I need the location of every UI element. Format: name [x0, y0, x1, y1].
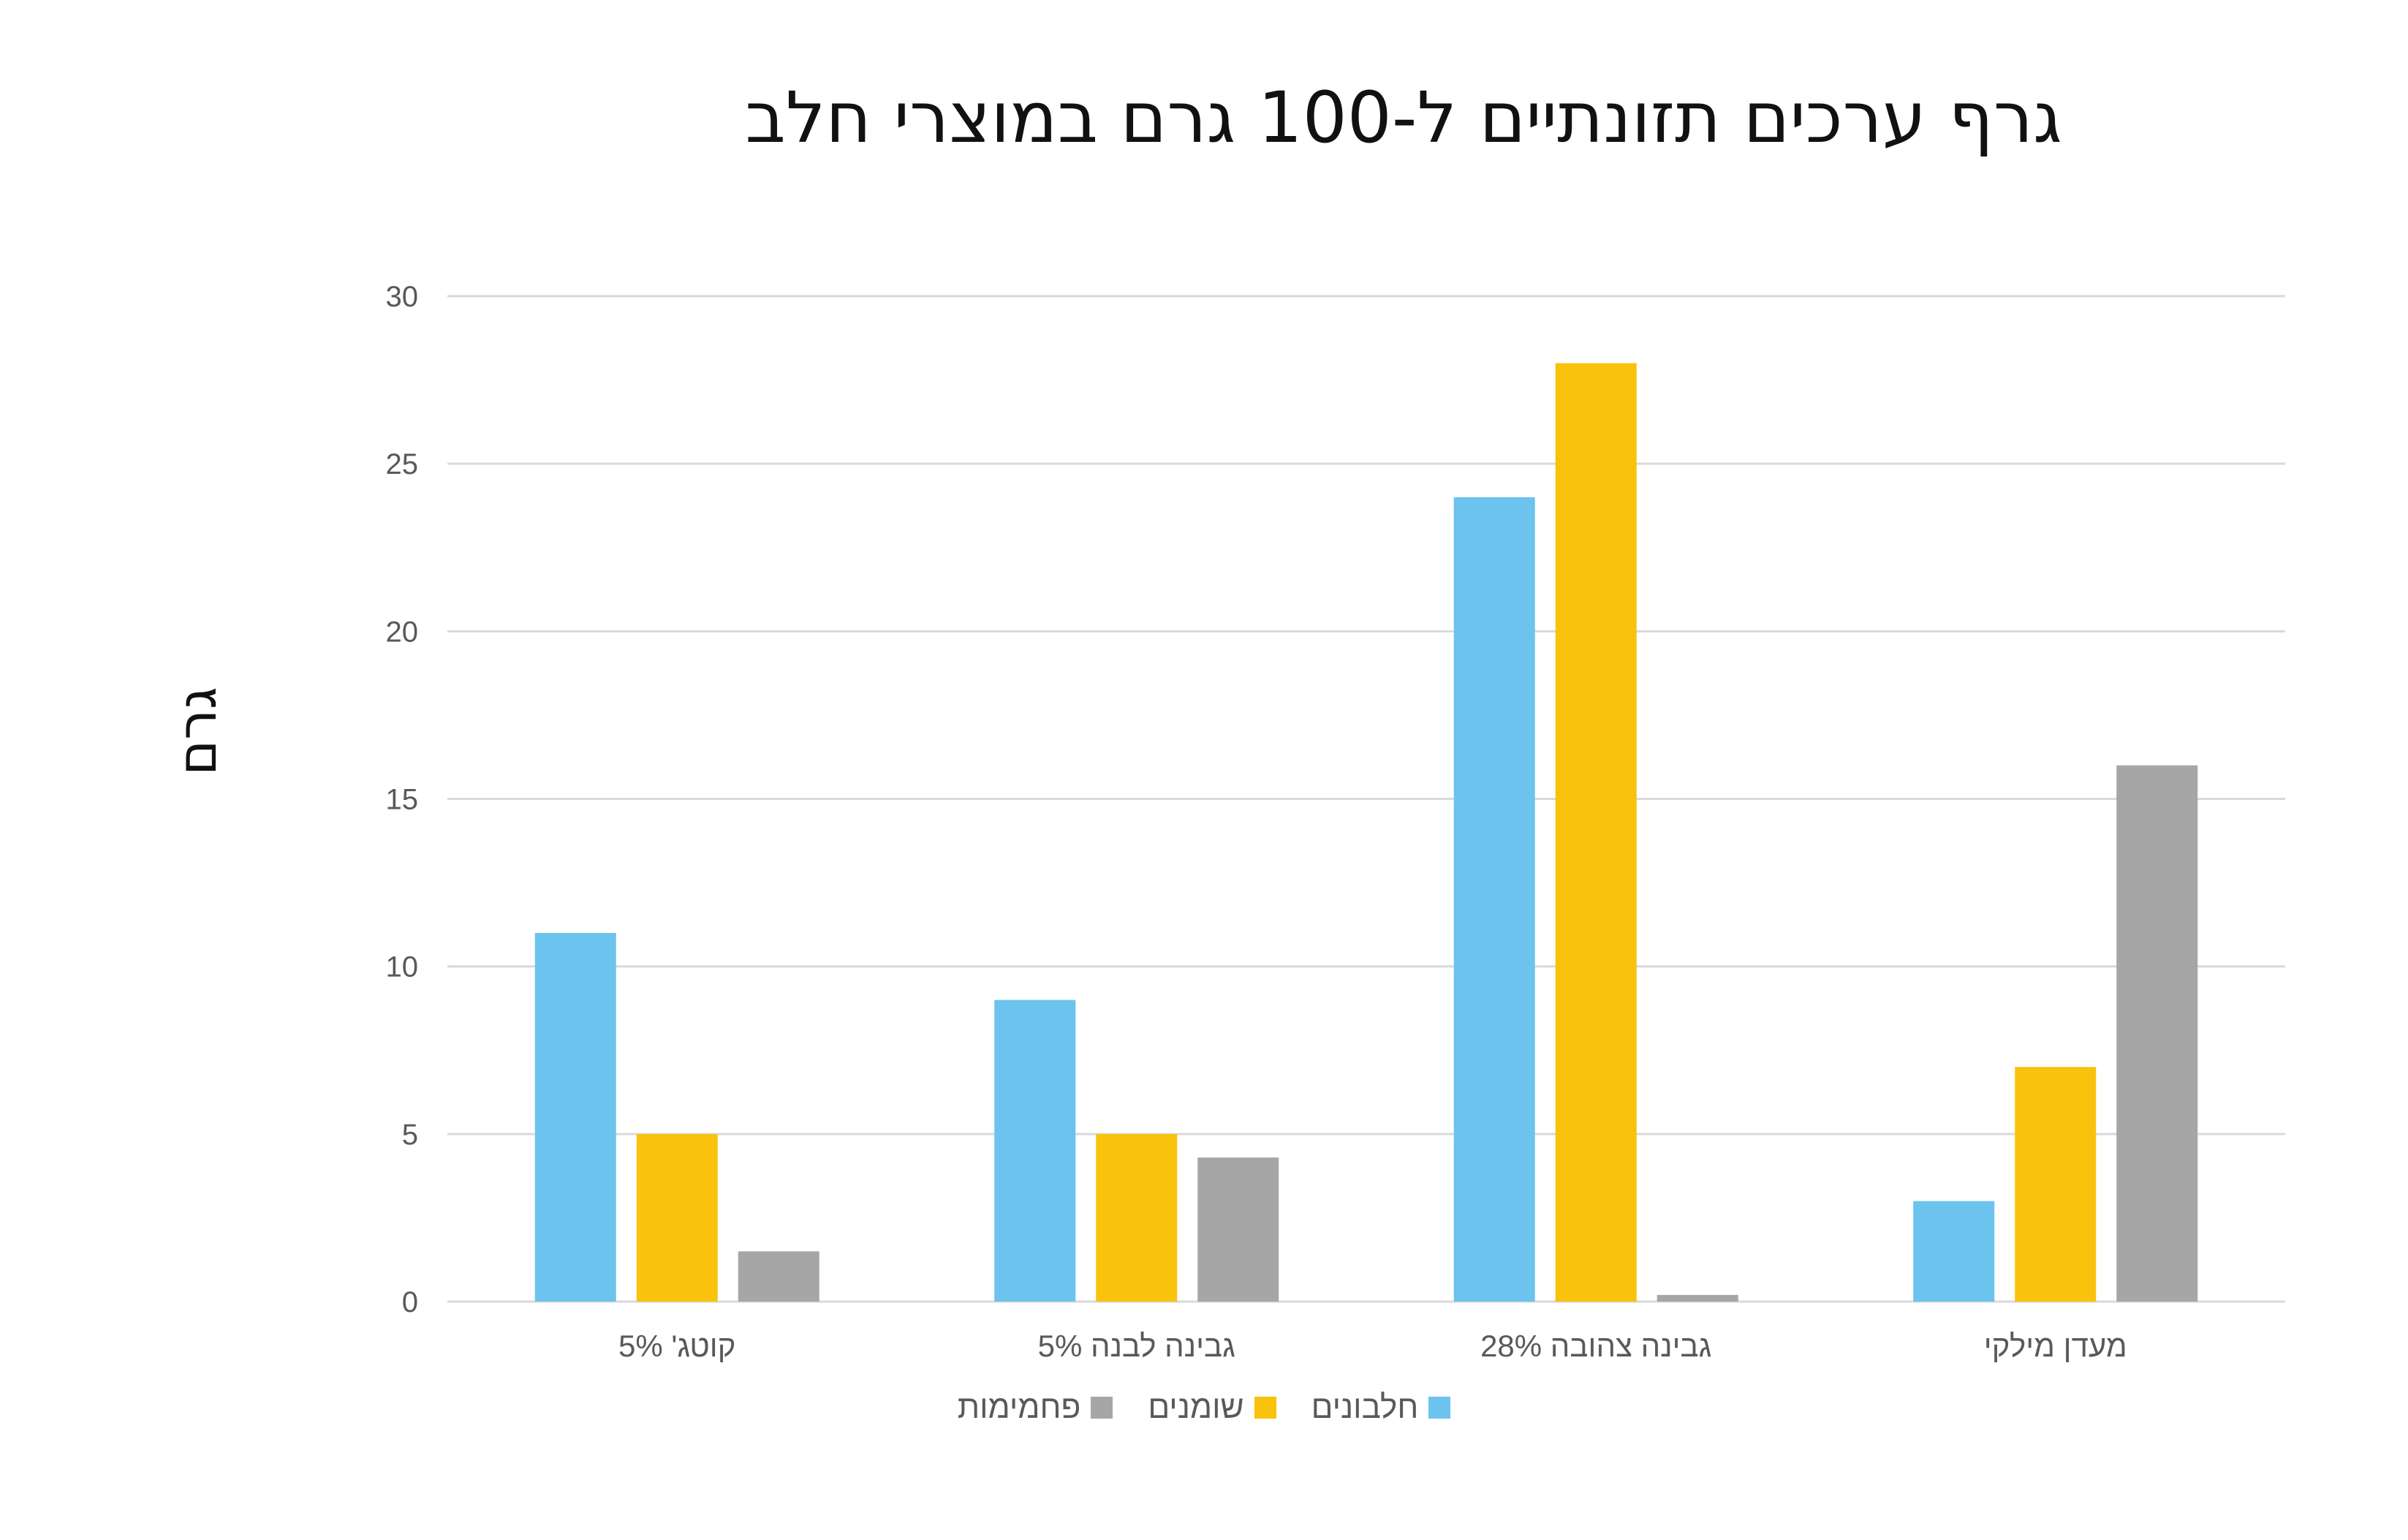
bar: [1913, 1201, 1995, 1302]
bar: [2116, 765, 2198, 1302]
y-tick-label: 30: [386, 281, 419, 313]
bar: [636, 1133, 718, 1302]
bar: [1453, 497, 1535, 1302]
bar: [1096, 1133, 1178, 1302]
legend: חלבונים שומנים פחמימות: [0, 1389, 2408, 1426]
legend-item: חלבונים: [1311, 1389, 1451, 1426]
legend-item: שומנים: [1148, 1389, 1276, 1426]
y-tick-label: 20: [386, 616, 419, 648]
bar: [1657, 1294, 1738, 1302]
x-tick-label: מעדן מילקי: [1984, 1329, 2127, 1363]
bar: [1197, 1157, 1279, 1302]
y-tick-label: 0: [402, 1286, 418, 1318]
bar: [738, 1251, 819, 1302]
x-tick-label: גבינה צהובה 28%: [1480, 1329, 1711, 1363]
y-tick-label: 10: [386, 951, 419, 984]
legend-label: חלבונים: [1311, 1389, 1419, 1425]
legend-item: פחמימות: [958, 1389, 1113, 1426]
x-tick-label: גבינה לבנה 5%: [1038, 1329, 1235, 1363]
legend-label: פחמימות: [957, 1389, 1081, 1425]
bar: [2015, 1067, 2097, 1302]
y-tick-label: 25: [386, 448, 419, 480]
legend-swatch: [1428, 1397, 1451, 1419]
y-tick-label: 5: [402, 1119, 418, 1151]
bar: [1555, 363, 1637, 1302]
legend-swatch: [1254, 1397, 1276, 1419]
legend-label: שומנים: [1148, 1389, 1244, 1425]
y-tick-label: 15: [386, 784, 419, 816]
bar: [534, 932, 616, 1302]
x-tick-label: קוטג' 5%: [618, 1329, 735, 1363]
legend-swatch: [1091, 1397, 1113, 1419]
bar: [994, 1000, 1076, 1302]
chart-title: גרף ערכים תזונתיים ל-100 גרם במוצרי חלב: [745, 77, 2062, 159]
